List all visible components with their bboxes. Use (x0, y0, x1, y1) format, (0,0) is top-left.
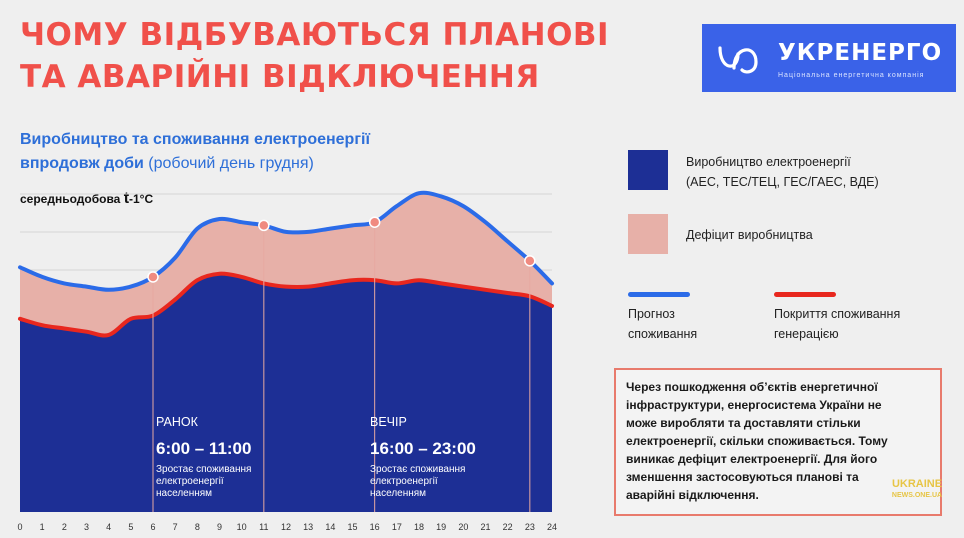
x-tick-label: 7 (173, 522, 178, 532)
explanation-note: Через пошкодження об’єктів енергетичної … (614, 368, 942, 516)
morning-label: РАНОК (156, 415, 199, 429)
period-marker-point (368, 216, 381, 228)
watermark: UKRAINE NEWS.ONE.UA (888, 478, 946, 502)
morning-time: 6:00 – 11:00 (156, 439, 251, 458)
temperature-label: середньодобова t-1°C (20, 190, 153, 208)
x-tick-label: 21 (480, 522, 490, 532)
morning-desc-1: Зростає споживання (156, 464, 251, 475)
legend-forecast-label: Прогноз споживання (628, 304, 697, 344)
chart-title-line-2: впродовж доби (робочий день грудня) (20, 152, 370, 176)
logo-subtitle: Національна енергетична компанія (778, 72, 925, 79)
note-line-7: аварійні відключення. (626, 488, 759, 502)
note-line-3: може виробляти та доставляти стільки (626, 416, 861, 430)
x-tick-label: 1 (40, 522, 45, 532)
note-line-6: зменшення застосовуються планові та (626, 470, 859, 484)
page-title: ЧОМУ ВІДБУВАЮТЬСЯ ПЛАНОВІ ТА АВАРІЙНІ ВІ… (20, 14, 640, 98)
forecast-line (18, 190, 554, 292)
evening-desc-2: електроенергії (370, 476, 438, 487)
page-title-line-2: ТА АВАРІЙНІ ВІДКЛЮЧЕННЯ (20, 59, 540, 95)
legend-production-label: Виробництво електроенергії (АЕС, ТЕС/ТЕЦ… (686, 152, 879, 192)
x-tick-label: 10 (237, 522, 247, 532)
ukrenergo-logo-icon (718, 46, 758, 74)
legend-production-line-2: (АЕС, ТЕС/ТЕЦ, ГЕС/ГАЕС, ВДЕ) (686, 175, 879, 189)
legend-production-swatch (628, 150, 668, 190)
legend-coverage-label: Покриття споживання генерацією (774, 304, 900, 344)
production-consumption-chart: 0 1 2 3 4 5 6 7 8 9 10 11 12 13 14 15 16 17 18 19 20 21 22 23 24… (17, 190, 557, 532)
x-tick-label: 8 (195, 522, 200, 532)
coverage-line (18, 271, 554, 338)
x-tick-label: 18 (414, 522, 424, 532)
chart-subtitle: (робочий день грудня) (148, 155, 314, 172)
x-tick-label: 15 (347, 522, 357, 532)
temperature-value: -1°C (129, 192, 154, 206)
note-line-2: інфраструктури, енергосистема України не (626, 398, 882, 412)
x-tick-label: 22 (503, 522, 513, 532)
ukrenergo-logo: УКРЕНЕРГО Національна енергетична компан… (702, 24, 956, 92)
legend-coverage-line-2: генерацією (774, 327, 839, 341)
x-tick-label: 17 (392, 522, 402, 532)
x-tick-label: 20 (458, 522, 468, 532)
x-tick-label: 14 (325, 522, 335, 532)
period-marker-point (147, 271, 159, 283)
x-tick-label: 6 (150, 522, 155, 532)
period-marker-point (258, 219, 270, 232)
note-line-4: електроенергії, скільки споживається. То… (626, 434, 888, 448)
legend-coverage-line (774, 292, 836, 297)
legend-production-line-1: Виробництво електроенергії (686, 155, 851, 169)
x-tick-label: 5 (128, 522, 133, 532)
evening-period-label: ВЕЧІР 16:00 – 23:00 Зростає споживання е… (370, 415, 476, 499)
watermark-line-2: NEWS.ONE.UA (891, 492, 943, 499)
morning-period-label: РАНОК 6:00 – 11:00 Зростає споживання ел… (156, 415, 251, 499)
legend-forecast-line-2: споживання (628, 327, 698, 341)
legend-coverage-line-1: Покриття споживання (774, 307, 901, 321)
x-tick-label: 4 (106, 522, 111, 532)
temperature-text: середньодобова (20, 192, 124, 206)
legend-deficit-label: Дефіцит виробництва (686, 228, 813, 242)
morning-desc-2: електроенергії (156, 476, 224, 487)
legend-forecast-line (628, 292, 690, 297)
page-title-line-1: ЧОМУ ВІДБУВАЮТЬСЯ ПЛАНОВІ (20, 17, 610, 53)
x-tick-label: 9 (217, 522, 222, 532)
chart-title-bold: впродовж доби (20, 155, 144, 172)
period-marker-point (524, 255, 536, 267)
x-tick-label: 13 (303, 522, 313, 532)
x-tick-label: 11 (259, 522, 268, 532)
x-tick-label: 3 (84, 522, 89, 532)
x-tick-label: 24 (547, 522, 557, 532)
x-axis-ticks: 0 1 2 3 4 5 6 7 8 9 10 11 12 13 14 15 16 17 18 19 20 21 22 23 24 (17, 522, 557, 532)
legend-deficit-swatch (628, 214, 668, 254)
chart-title: Виробництво та споживання електроенергії… (20, 128, 370, 176)
evening-desc-1: Зростає споживання (370, 464, 465, 475)
note-line-5: виникає дефіцит електроенергії. Для його (626, 452, 878, 466)
watermark-line-1: UKRAINE (891, 478, 943, 490)
morning-desc-3: населенням (156, 488, 212, 499)
temperature-t: t (123, 190, 130, 207)
x-tick-label: 19 (436, 522, 446, 532)
x-tick-label: 12 (281, 522, 291, 532)
chart-title-line-1: Виробництво та споживання електроенергії (20, 131, 370, 148)
logo-name: УКРЕНЕРГО (778, 40, 943, 66)
x-tick-label: 23 (525, 522, 535, 532)
x-tick-label: 0 (17, 522, 22, 532)
evening-desc-3: населенням (370, 488, 426, 499)
chart-markers (147, 216, 536, 512)
x-tick-label: 16 (370, 522, 380, 532)
x-tick-label: 2 (62, 522, 67, 532)
note-line-1: Через пошкодження об’єктів енергетичної (626, 380, 878, 394)
evening-label: ВЕЧІР (370, 415, 407, 429)
legend-forecast-line-1: Прогноз (628, 307, 675, 321)
evening-time: 16:00 – 23:00 (370, 439, 476, 458)
